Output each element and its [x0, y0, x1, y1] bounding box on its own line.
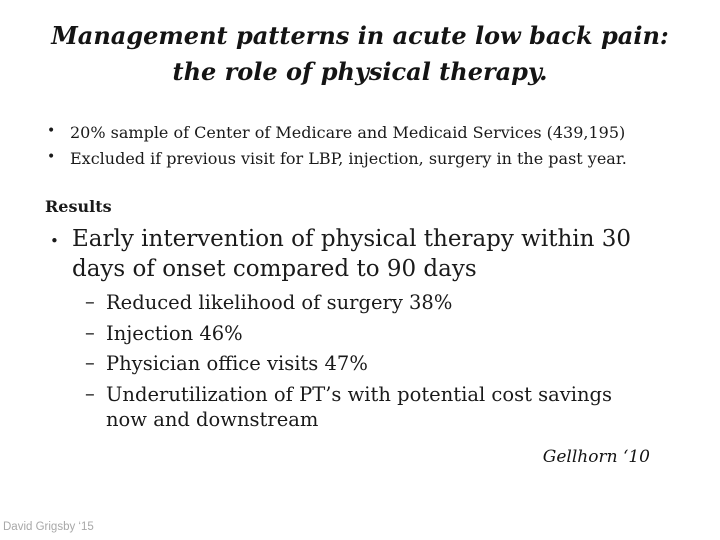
list-item: • Excluded if previous visit for LBP, in…: [45, 146, 710, 172]
list-item: – Reduced likelihood of surgery 38%: [85, 290, 695, 316]
dash-icon: –: [85, 351, 95, 374]
sub-bullet-surgery: Reduced likelihood of surgery 38%: [106, 291, 453, 314]
main-bullet-line-2: days of onset compared to 90 days: [72, 256, 477, 282]
main-bullet: • Early intervention of physical therapy…: [48, 224, 698, 284]
sub-bullet-injection: Injection 46%: [106, 321, 243, 345]
main-bullet-line-1: Early intervention of physical therapy w…: [72, 226, 632, 252]
sub-bullet-underutilization-line-1: Underutilization of PT’s with potential …: [106, 382, 613, 406]
bullet-icon: •: [50, 232, 59, 250]
list-item: – Injection 46%: [85, 321, 695, 347]
citation: Gellhorn ‘10: [542, 447, 650, 467]
bullet-list: • 20% sample of Center of Medicare and M…: [45, 120, 710, 171]
dash-icon: –: [85, 320, 95, 344]
dash-icon: –: [85, 290, 95, 313]
slide-title-line-2: the role of physical therapy.: [172, 57, 548, 86]
slide-title-line-1: Management patterns in acute low back pa…: [51, 21, 669, 50]
slide-title: Management patterns in acute low back pa…: [0, 18, 720, 90]
footer-credit: David Grigsby ‘15: [3, 521, 94, 533]
list-item: – Underutilization of PT’s with potentia…: [85, 382, 695, 433]
dash-icon: –: [85, 381, 95, 405]
results-heading: Results: [45, 197, 112, 216]
list-item: – Physician office visits 47%: [85, 351, 695, 377]
bullet-text-excluded: Excluded if previous visit for LBP, inje…: [70, 148, 627, 168]
sub-bullet-list: – Reduced likelihood of surgery 38% – In…: [85, 290, 695, 438]
list-item: • 20% sample of Center of Medicare and M…: [45, 120, 710, 146]
sub-bullet-office-visits: Physician office visits 47%: [106, 352, 368, 375]
main-bullet-text: Early intervention of physical therapy w…: [48, 224, 698, 284]
bullet-text-sample: 20% sample of Center of Medicare and Med…: [70, 123, 626, 142]
bullet-icon: •: [47, 123, 56, 139]
bullet-icon: •: [47, 148, 56, 165]
sub-bullet-underutilization-line-2: now and downstream: [106, 408, 319, 431]
